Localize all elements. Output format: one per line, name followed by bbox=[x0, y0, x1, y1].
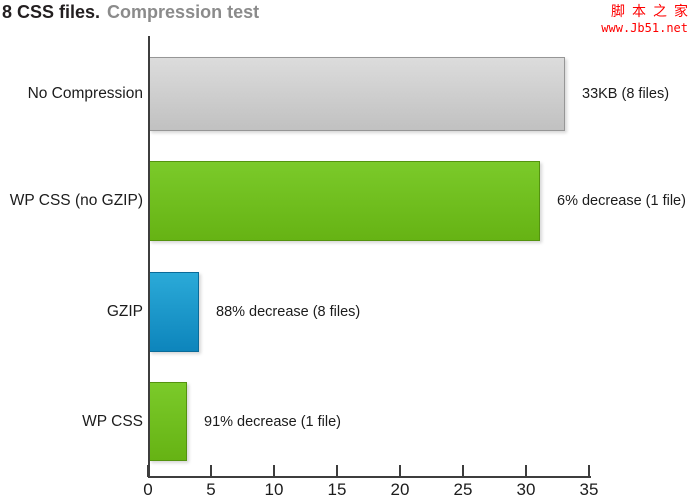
x-tick-label: 20 bbox=[390, 480, 410, 499]
watermark-url: www.Jb51.net bbox=[601, 21, 688, 35]
x-tick-label: 25 bbox=[453, 480, 473, 499]
category-label: GZIP bbox=[106, 303, 143, 320]
value-label: 88% decrease (8 files) bbox=[216, 304, 361, 320]
x-tick-mark bbox=[462, 465, 464, 477]
chart-title: 8 CSS files. Compression test bbox=[2, 2, 259, 23]
y-axis-line bbox=[148, 36, 150, 477]
x-tick-mark bbox=[399, 465, 401, 477]
chart-title-prefix: 8 CSS files. bbox=[2, 2, 101, 22]
x-tick-label: 30 bbox=[516, 480, 536, 499]
value-label: 33KB (8 files) bbox=[582, 86, 670, 102]
bar-row: GZIP 88% decrease (8 files) bbox=[0, 272, 694, 352]
x-tick-mark bbox=[336, 465, 338, 477]
bar-wp-css-no-gzip bbox=[149, 161, 540, 241]
value-label: 6% decrease (1 file) bbox=[557, 193, 686, 209]
x-tick-mark bbox=[210, 465, 212, 477]
category-label: No Compression bbox=[27, 85, 143, 102]
watermark: 脚本之家 www.Jb51.net bbox=[601, 3, 688, 35]
x-tick-mark bbox=[273, 465, 275, 477]
bar-gzip bbox=[149, 272, 199, 352]
x-tick-label: 35 bbox=[579, 480, 599, 499]
bar-row: WP CSS 91% decrease (1 file) bbox=[0, 382, 694, 461]
bar-row: WP CSS (no GZIP) 6% decrease (1 file) bbox=[0, 161, 694, 241]
x-tick-label: 5 bbox=[206, 480, 216, 499]
x-tick-mark bbox=[147, 465, 149, 477]
x-tick-mark bbox=[525, 465, 527, 477]
x-tick-label: 15 bbox=[327, 480, 347, 499]
watermark-site-name: 脚本之家 bbox=[611, 3, 694, 19]
bar-row: No Compression 33KB (8 files) bbox=[0, 57, 694, 131]
x-tick-label: 10 bbox=[264, 480, 284, 499]
bar-no-compression bbox=[149, 57, 565, 131]
category-label: WP CSS bbox=[82, 412, 143, 430]
chart-title-subtitle: Compression test bbox=[107, 2, 260, 22]
x-axis-line bbox=[148, 476, 591, 478]
x-tick-label: 0 bbox=[143, 480, 153, 499]
category-label: WP CSS (no GZIP) bbox=[9, 192, 143, 209]
x-tick-mark bbox=[588, 465, 590, 477]
value-label: 91% decrease (1 file) bbox=[204, 413, 342, 430]
bar-wp-css bbox=[149, 382, 187, 461]
